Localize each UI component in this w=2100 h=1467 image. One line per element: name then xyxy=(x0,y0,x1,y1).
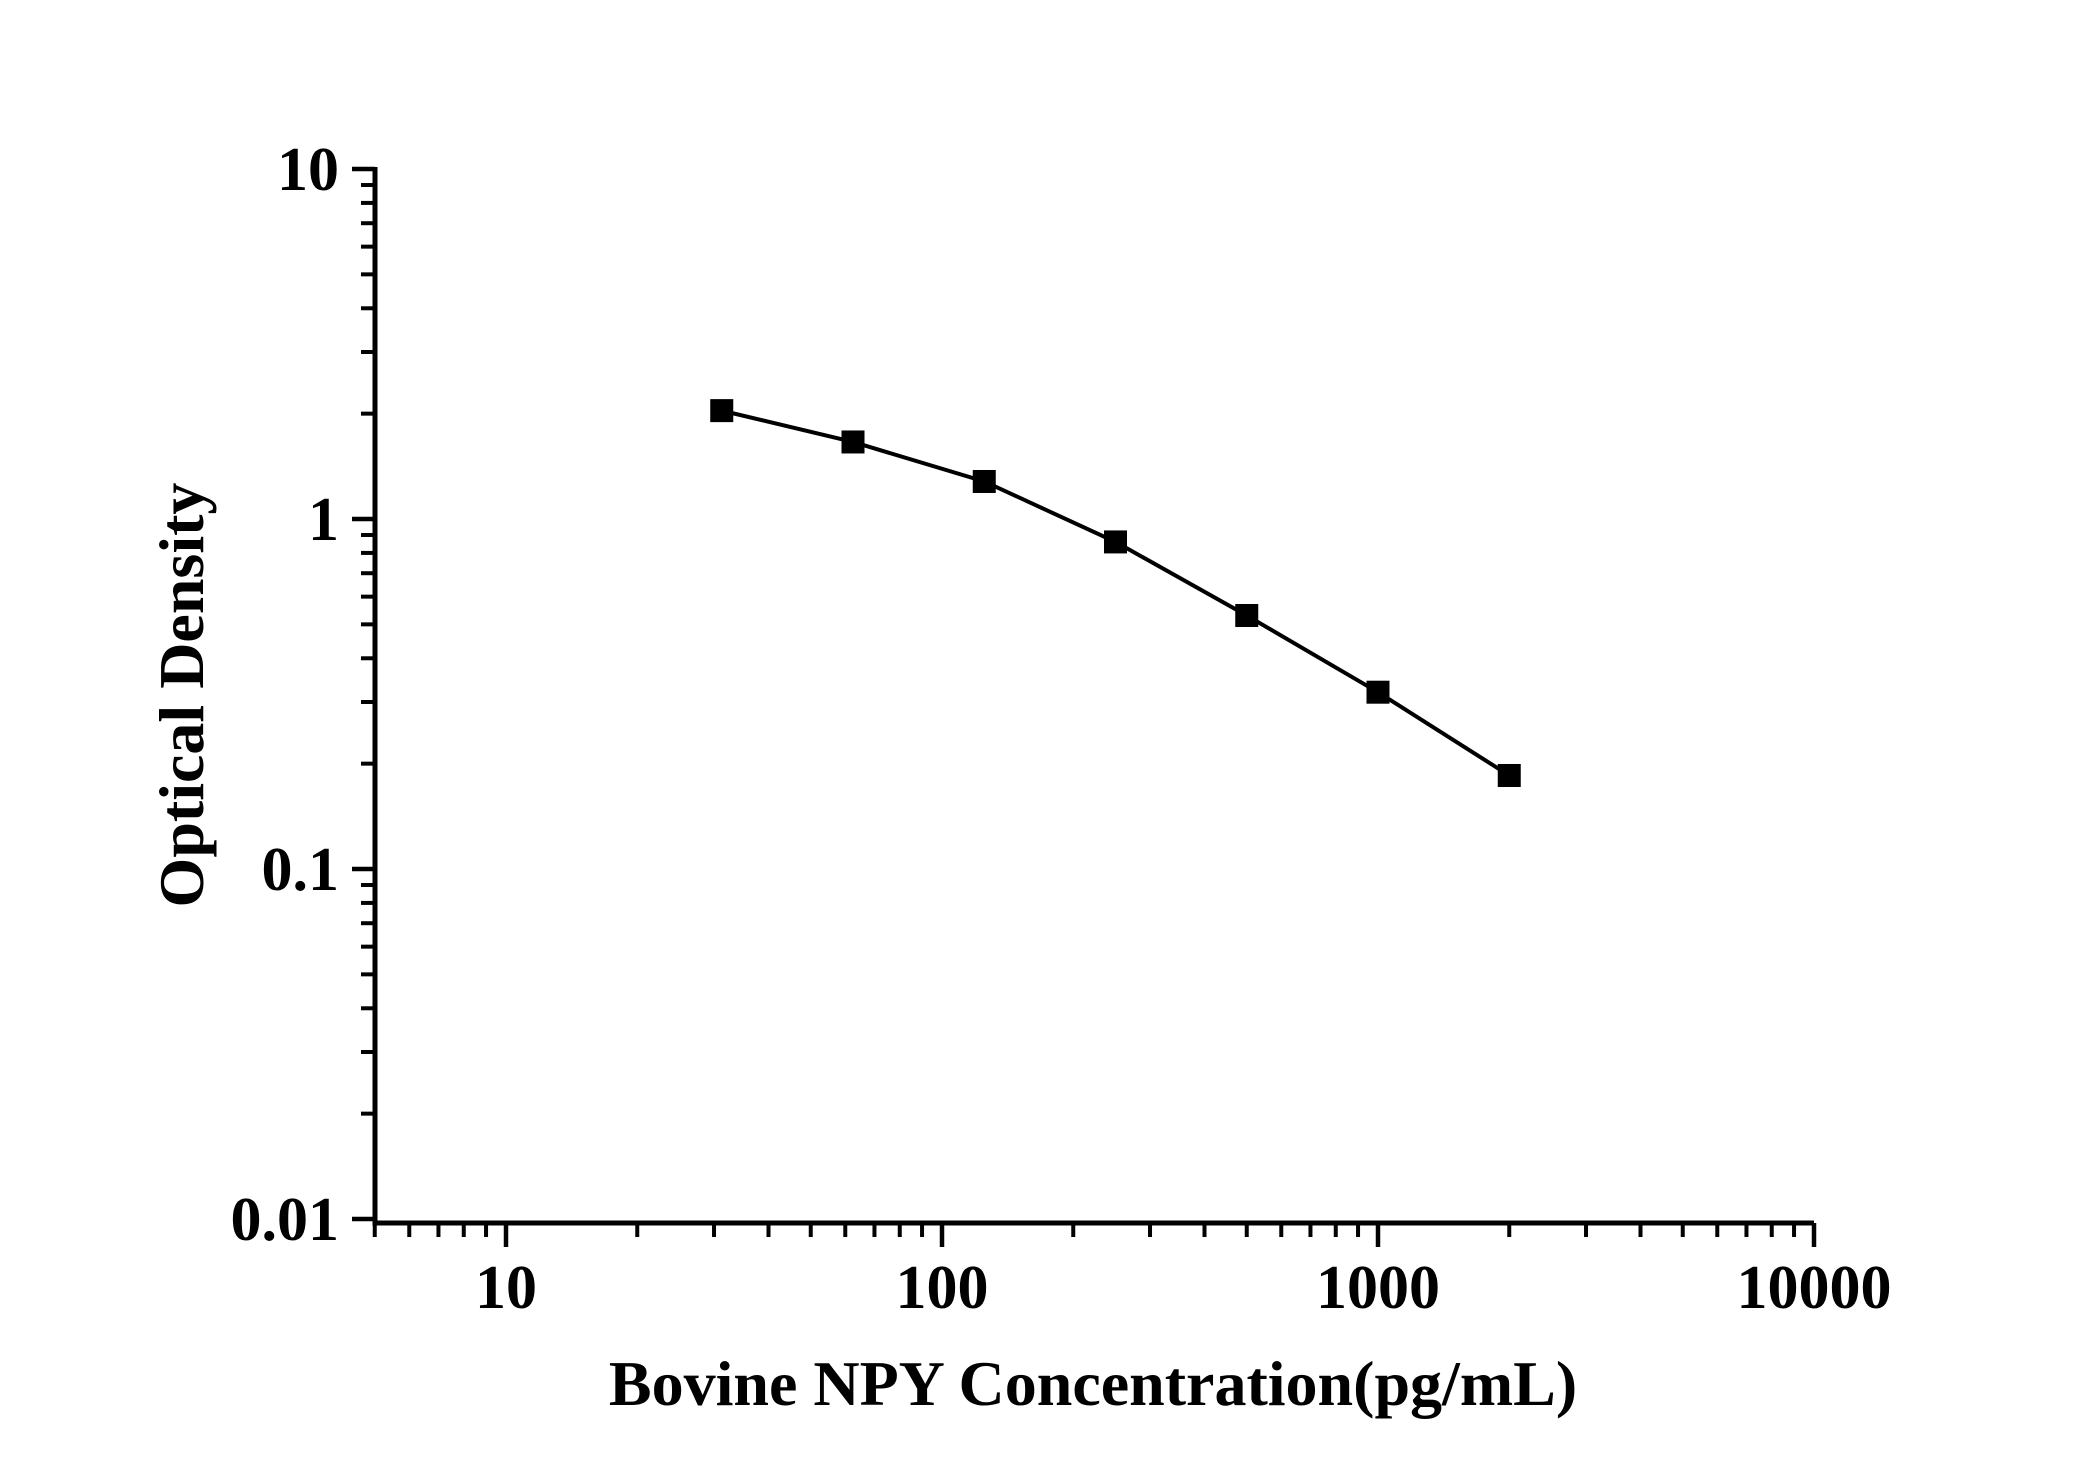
y-tick-label: 1 xyxy=(308,486,339,554)
y-tick-label: 10 xyxy=(277,136,339,204)
x-tick-label: 1000 xyxy=(1316,1254,1440,1322)
data-point-marker xyxy=(1235,604,1259,628)
axis-tick-labels: 10 100 1000 10000 10 1 0.1 0.01 xyxy=(231,136,1892,1322)
y-axis-title: Optical Density xyxy=(146,483,217,908)
axis-ticks xyxy=(352,166,1817,1247)
data-series xyxy=(710,399,1521,787)
x-tick-label: 100 xyxy=(896,1254,989,1322)
data-point-marker xyxy=(1366,680,1390,704)
data-point-marker xyxy=(1497,763,1521,787)
y-tick-label: 0.1 xyxy=(262,836,340,904)
curve-line xyxy=(721,408,1511,778)
data-point-marker xyxy=(710,399,734,423)
x-axis-title: Bovine NPY Concentration(pg/mL) xyxy=(609,1348,1577,1419)
axes xyxy=(372,167,1814,1226)
axis-spines xyxy=(372,167,1814,1226)
data-point-marker xyxy=(1104,530,1128,554)
y-tick-label: 0.01 xyxy=(231,1186,340,1254)
x-tick-label: 10 xyxy=(475,1254,537,1322)
data-point-marker xyxy=(841,430,865,454)
data-point-marker xyxy=(972,469,996,493)
x-tick-label: 10000 xyxy=(1737,1254,1892,1322)
